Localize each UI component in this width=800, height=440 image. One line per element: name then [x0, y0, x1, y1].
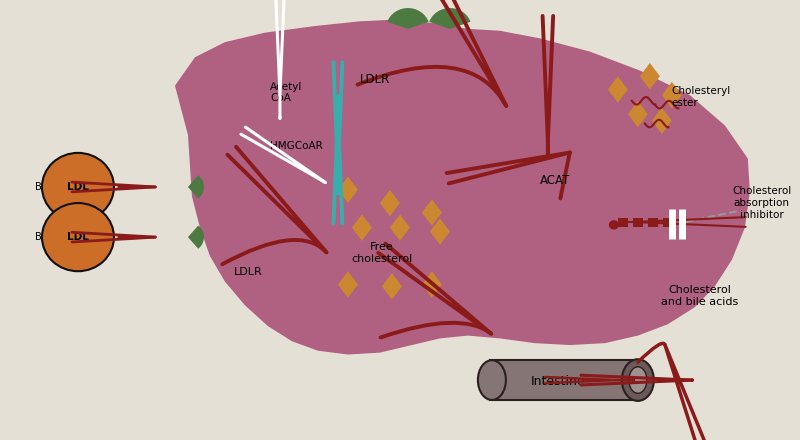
- Text: LDL: LDL: [67, 182, 89, 192]
- Wedge shape: [188, 226, 204, 249]
- Ellipse shape: [629, 367, 647, 393]
- Text: HMGCoAR: HMGCoAR: [270, 141, 322, 151]
- Circle shape: [609, 220, 619, 230]
- Circle shape: [42, 153, 114, 221]
- Wedge shape: [387, 8, 429, 29]
- Polygon shape: [338, 271, 358, 298]
- Text: Intestine: Intestine: [530, 374, 585, 388]
- Text: B: B: [34, 182, 42, 192]
- Text: LDLR: LDLR: [360, 73, 390, 87]
- Text: Acetyl
CoA: Acetyl CoA: [270, 81, 302, 103]
- Polygon shape: [422, 271, 442, 298]
- Text: Cholesterol
and bile acids: Cholesterol and bile acids: [662, 285, 738, 307]
- Wedge shape: [188, 176, 204, 198]
- Polygon shape: [640, 63, 660, 89]
- Polygon shape: [662, 82, 682, 108]
- Text: B: B: [34, 232, 42, 242]
- Text: Free
cholesterol: Free cholesterol: [351, 242, 413, 264]
- Polygon shape: [382, 273, 402, 300]
- Polygon shape: [608, 76, 628, 103]
- Text: LDLR: LDLR: [234, 267, 262, 277]
- Bar: [633, 218, 643, 227]
- Bar: [648, 218, 658, 227]
- Text: Cholesterol
absorption
inhibitor: Cholesterol absorption inhibitor: [732, 187, 791, 220]
- Bar: [490, 360, 638, 400]
- Wedge shape: [430, 8, 470, 29]
- Polygon shape: [628, 101, 648, 127]
- Ellipse shape: [478, 360, 506, 400]
- Polygon shape: [430, 218, 450, 245]
- Bar: [663, 218, 673, 227]
- Ellipse shape: [622, 359, 654, 401]
- Polygon shape: [380, 190, 400, 216]
- Polygon shape: [352, 214, 372, 241]
- Bar: [490, 360, 638, 400]
- Polygon shape: [652, 107, 672, 134]
- Text: Cholesteryl
ester: Cholesteryl ester: [672, 86, 731, 108]
- Text: LDL: LDL: [67, 232, 89, 242]
- Bar: [618, 218, 628, 227]
- Polygon shape: [175, 19, 750, 355]
- Text: ACAT: ACAT: [540, 174, 570, 187]
- Polygon shape: [422, 199, 442, 226]
- Circle shape: [42, 203, 114, 271]
- Polygon shape: [390, 214, 410, 241]
- Polygon shape: [338, 176, 358, 203]
